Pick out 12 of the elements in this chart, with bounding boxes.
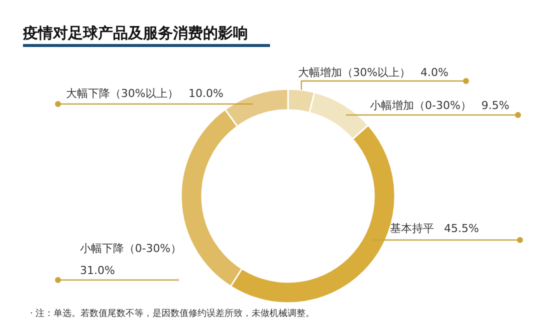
data-label: 45.5% [444,222,479,235]
data-label: 31.0% [80,264,115,277]
slice-label: 大幅下降（30%以上） [66,87,178,100]
slice-label: 小幅下降（0-30%） [80,242,182,255]
data-label: 4.0% [420,66,448,79]
text: · 注：单选。若数值尾数不等，是因数值修约误差所致，未做机械调整。 [30,308,315,319]
data-label: 9.5% [481,99,510,112]
slice-label: 大幅增加（30%以上） [298,66,410,79]
slice-label: 小幅增加（0-30%） [370,99,472,112]
slice-label: 基本持平 [390,222,434,235]
chart-title: 疫情对足球产品及服务消费的影响 [22,24,248,42]
data-label: 10.0% [188,87,224,100]
